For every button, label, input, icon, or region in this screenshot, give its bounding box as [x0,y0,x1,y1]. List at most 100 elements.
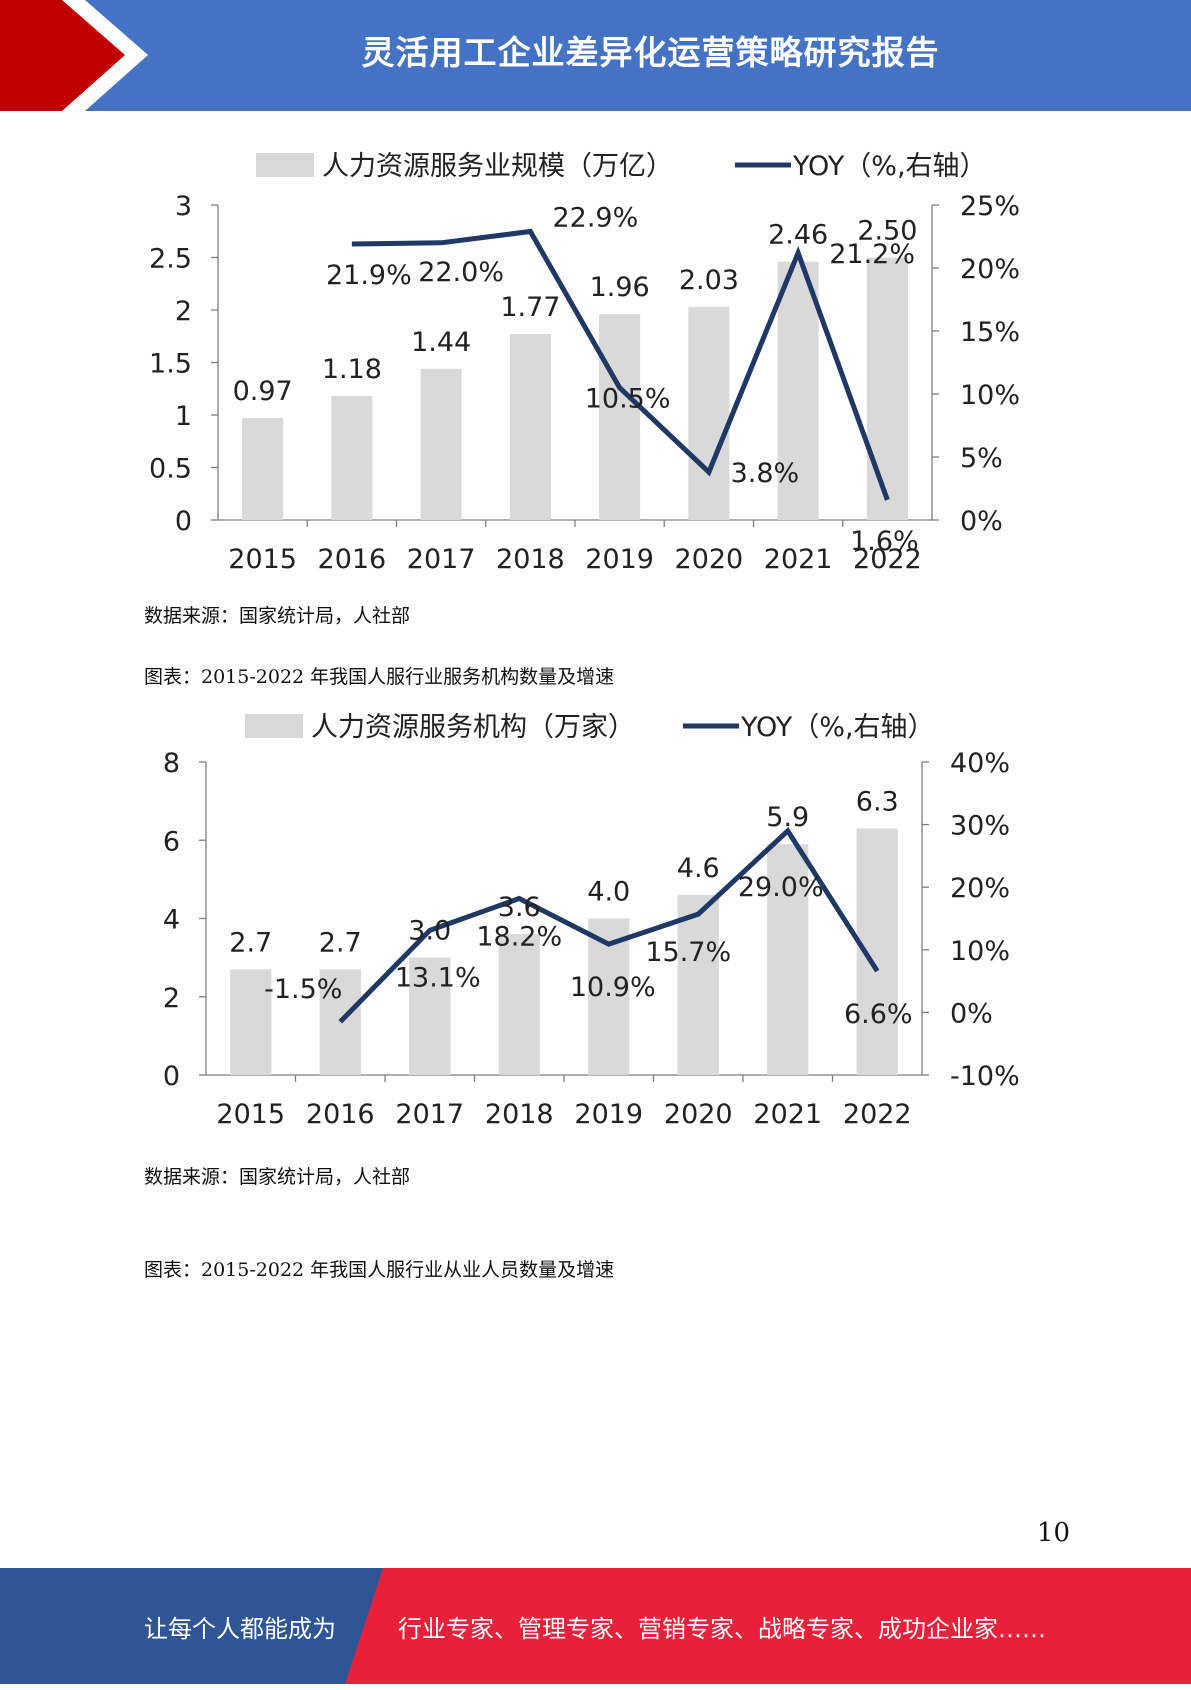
bar-2019 [599,314,641,520]
x-tick-label: 2019 [585,544,654,575]
yoy-value-label: 1.6% [850,526,919,557]
chart-2-title: 图表：2015-2022 年我国人服行业服务机构数量及增速 [144,666,615,688]
x-tick-label: 2019 [574,1099,643,1130]
bar-value-label: 4.6 [677,853,720,884]
yoy-value-label: 3.8% [731,458,800,489]
y-tick-left-label: 2.5 [149,244,192,275]
yoy-value-label: 22.9% [552,202,638,233]
y-tick-right-label: 40% [950,748,1010,779]
page-number: 10 [1036,1518,1070,1548]
bar-value-label: 1.77 [500,292,560,323]
y-tick-right-label: 0% [950,998,993,1029]
yoy-value-label: 6.6% [844,999,913,1030]
y-tick-right-label: 10% [950,936,1010,967]
bar-2015 [230,969,272,1075]
yoy-value-label: 29.0% [738,872,824,903]
legend-line-label: YOY（%,右轴） [740,712,935,743]
bar-2018 [509,334,551,520]
bar-value-label: 4.0 [587,877,630,908]
y-tick-left-label: 3 [175,191,192,222]
report-title: 灵活用工企业差异化运营策略研究报告 [361,33,940,72]
bar-value-label: 2.50 [857,216,917,247]
bar-value-label: 2.46 [768,220,828,251]
chart-2-svg: 人力资源服务机构（万家） YOY（%,右轴） 0 2 4 6 8 -10% 0% 10% 20% 30… [163,712,1020,1130]
bar-2018 [498,934,540,1075]
x-tick-label: 2020 [664,1099,733,1130]
yoy-value-label: 10.9% [570,972,656,1003]
x-tick-label: 2018 [485,1099,554,1130]
y-tick-right-label: 15% [960,317,1020,348]
x-tick-label: 2020 [675,544,744,575]
bar-2016 [331,396,373,520]
chart-service-institutions: 人力资源服务机构（万家） YOY（%,右轴） 0 2 4 6 8 -10% 0% 10% 20% 30… [0,700,1191,1140]
page-header: 灵活用工企业差异化运营策略研究报告 [0,0,1191,111]
legend-bar-label: 人力资源服务业规模（万亿） [322,151,673,182]
bar-2017 [420,368,462,520]
yoy-value-label: -1.5% [264,974,342,1005]
x-tick-label: 2022 [853,544,922,575]
x-tick-label: 2021 [764,544,833,575]
bar-2020 [688,306,730,520]
bar-2020 [677,895,719,1075]
bar-2021 [777,261,819,520]
bar-2016 [319,969,361,1075]
y-tick-left-label: 1.5 [149,349,192,380]
bar-value-label: 1.96 [590,272,650,303]
y-tick-right-label: 10% [960,380,1020,411]
y-tick-right-label: 0% [960,506,1003,537]
x-tick-label: 2016 [306,1099,375,1130]
x-tick-label: 2017 [395,1099,464,1130]
yoy-value-label: 18.2% [476,921,562,952]
y-tick-left-label: 2 [163,983,180,1014]
y-tick-left-label: 2 [175,296,192,327]
x-tick-label: 2022 [843,1099,912,1130]
x-tick-label: 2017 [407,544,476,575]
bar-value-label: 3.0 [408,916,451,947]
bar-value-label: 2.7 [319,927,362,958]
bar-2021 [767,844,809,1075]
y-tick-right-label: 5% [960,443,1003,474]
legend-bar-label: 人力资源服务机构（万家） [311,712,635,743]
bar-value-label: 0.97 [233,376,293,407]
bar-value-label: 2.7 [229,927,272,958]
header-arrow-decoration [0,0,148,111]
footer-slogan-right: 行业专家、管理专家、营销专家、战略专家、成功企业家…… [398,1615,1046,1643]
x-tick-label: 2021 [753,1099,822,1130]
page-footer: 让每个人都能成为 行业专家、管理专家、营销专家、战略专家、成功企业家…… [0,1568,1191,1684]
x-tick-label: 2018 [496,544,565,575]
chart-1-svg: 人力资源服务业规模（万亿） YOY（%,右轴） 0 0.5 1 1.5 2 2.5 3 0% 5% 1… [149,151,1020,575]
y-tick-left-label: 8 [163,748,180,779]
footer-background [0,1568,1191,1684]
chart-3-title: 图表：2015-2022 年我国人服行业从业人员数量及增速 [144,1259,615,1281]
bar-value-label: 6.3 [856,787,899,818]
chart-service-industry-scale: 人力资源服务业规模（万亿） YOY（%,右轴） 0 0.5 1 1.5 2 2.5 3 0% 5% 1… [0,145,1191,585]
bar-2022 [866,257,908,520]
x-tick-label: 2016 [318,544,387,575]
footer-slogan-left: 让每个人都能成为 [144,1615,336,1643]
x-tick-label: 2015 [216,1099,285,1130]
y-tick-right-label: 20% [960,254,1020,285]
chart-1-source: 数据来源：国家统计局，人社部 [144,605,411,627]
bar-value-label: 2.03 [679,265,739,296]
legend-bar-swatch [245,714,303,738]
yoy-line [338,826,880,1024]
y-tick-left-label: 6 [163,826,180,857]
y-tick-right-label: 30% [950,811,1010,842]
y-tick-right-label: 25% [960,191,1020,222]
yoy-value-label: 13.1% [395,962,481,993]
legend-line-label: YOY（%,右轴） [792,151,987,182]
yoy-value-label: 21.9% [326,260,412,291]
y-tick-left-label: 0.5 [149,454,192,485]
bar-value-label: 5.9 [766,802,809,833]
yoy-line [351,228,890,501]
yoy-value-label: 15.7% [645,937,731,968]
bar-value-label: 1.18 [322,354,382,385]
yoy-value-label: 22.0% [418,257,504,288]
legend-bar-swatch [256,153,314,177]
bar-value-label: 3.6 [498,892,541,923]
y-tick-left-label: 1 [175,401,192,432]
yoy-value-label: 21.2% [829,239,915,270]
bar-value-label: 1.44 [411,327,471,358]
y-tick-left-label: 0 [163,1061,180,1092]
chart-2-source: 数据来源：国家统计局，人社部 [144,1166,411,1188]
